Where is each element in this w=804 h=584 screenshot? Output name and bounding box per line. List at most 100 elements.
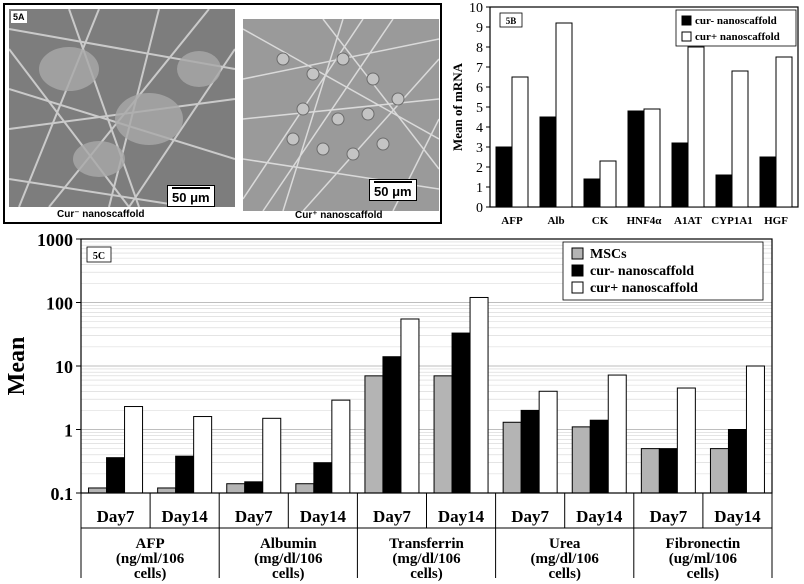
bar-cur-minus xyxy=(106,457,126,494)
bar-mscs xyxy=(571,426,591,494)
bar-cur-plus xyxy=(331,399,351,494)
bar-cur-minus xyxy=(313,462,333,494)
legend-swatch xyxy=(571,247,584,260)
panel-label: 5B xyxy=(506,16,517,26)
panel-label: 5C xyxy=(93,251,105,262)
sem-image-cur-minus: 5A 50 μm xyxy=(9,9,235,207)
scale-bar-left-text: 50 μm xyxy=(172,190,210,205)
panel-label-box xyxy=(499,12,523,28)
bar-mscs xyxy=(709,448,729,494)
bar-cur-minus xyxy=(583,178,601,208)
bar-mscs xyxy=(157,487,177,494)
legend-swatch xyxy=(571,264,584,277)
panel-5a-label: 5A xyxy=(11,11,27,23)
bar-mscs xyxy=(640,448,660,494)
bar-cur-plus xyxy=(511,76,529,208)
fiber-texture-left xyxy=(9,9,235,207)
x-tick-label: Day7 xyxy=(97,507,135,526)
y-tick-label: 100 xyxy=(46,294,73,314)
scale-bar-right-text: 50 μm xyxy=(374,184,412,199)
y-tick-label: 6 xyxy=(476,81,483,96)
bar-cur-plus xyxy=(643,108,661,208)
legend-swatch xyxy=(681,15,692,26)
y-tick-label: 1 xyxy=(64,421,73,441)
group-label: cells) xyxy=(548,566,580,582)
legend-box xyxy=(562,241,764,301)
caption-cur-minus: Cur⁻ nanoscaffold xyxy=(57,209,145,220)
x-tick-label: Day14 xyxy=(576,507,623,526)
legend-label: cur- nanoscaffold xyxy=(590,264,694,279)
bar-cur-minus xyxy=(715,174,733,208)
bar-cur-plus xyxy=(400,318,420,494)
bar-cur-minus xyxy=(495,146,513,208)
x-tick-label: HNF4α xyxy=(627,215,663,227)
y-tick-label: 10 xyxy=(55,357,73,377)
bar-cur-plus xyxy=(555,22,573,208)
panel-5a: 5A 50 μm 50 μm Cur⁻ nanoscaffold Cu xyxy=(3,3,442,224)
chart-5c: 0.1 1 10 100 1000 Day7 Day14 Day7 Day14 Day7 Day14… xyxy=(4,230,773,582)
x-tick-label: CYP1A1 xyxy=(711,215,753,227)
bar-mscs xyxy=(226,483,246,494)
group-label: cells) xyxy=(272,566,304,582)
chart-5b: 0 1 2 3 4 5 6 7 8 9 10 AFP Alb CK HNF4α A1AT CYP1A1 HGF Me… xyxy=(450,1,799,227)
bar-cur-minus xyxy=(589,419,609,494)
bar-mscs xyxy=(88,487,108,494)
bar-cur-minus xyxy=(759,156,777,208)
x-tick-label: Day14 xyxy=(300,507,347,526)
bar-cur-plus xyxy=(193,416,213,494)
group-label: AFP xyxy=(136,536,165,552)
y-tick-label: 0.1 xyxy=(51,484,74,504)
y-axis-label: Mean xyxy=(4,337,30,396)
group-label: (ug/ml/106 xyxy=(669,551,738,567)
bar-cur-plus xyxy=(745,365,765,494)
bar-cur-minus xyxy=(244,481,264,494)
bar-cur-plus xyxy=(687,46,705,208)
bar-cur-plus xyxy=(124,406,144,494)
panel-label-box xyxy=(86,246,112,263)
y-tick-label: 2 xyxy=(476,161,483,176)
bar-cur-minus xyxy=(671,142,689,208)
legend-swatch xyxy=(681,31,692,42)
fiber-texture-right xyxy=(243,19,439,211)
x-tick-label: A1AT xyxy=(674,215,703,227)
bar-cur-minus xyxy=(658,448,678,494)
y-tick-label: 3 xyxy=(476,141,483,156)
group-label: cells) xyxy=(134,566,166,582)
bar-cur-plus xyxy=(731,70,749,208)
y-tick-label: 4 xyxy=(476,121,483,136)
bar-cur-plus xyxy=(676,387,696,494)
caption-cur-plus: Cur⁺ nanoscaffold xyxy=(295,210,383,221)
legend-label: cur+ nanoscaffold xyxy=(590,281,698,296)
bar-cur-minus xyxy=(175,455,195,494)
y-tick-label: 7 xyxy=(476,61,483,76)
y-axis-label: Mean of mRNA xyxy=(450,62,465,151)
x-tick-label: Day14 xyxy=(438,507,485,526)
legend-label: cur+ nanoscaffold xyxy=(695,31,780,43)
x-tick-label: AFP xyxy=(501,215,523,227)
y-tick-label: 1 xyxy=(476,181,483,196)
bar-cur-minus xyxy=(727,429,747,494)
group-label: Transferrin xyxy=(389,536,464,552)
x-tick-label: Alb xyxy=(547,215,564,227)
group-label: (ng/ml/106 xyxy=(116,551,185,567)
bar-mscs xyxy=(502,421,522,494)
bar-cur-plus xyxy=(469,296,489,494)
bar-cur-minus xyxy=(539,116,557,208)
y-tick-label: 8 xyxy=(476,41,483,56)
x-tick-label: Day14 xyxy=(162,507,209,526)
bar-cur-plus xyxy=(607,374,627,494)
x-tick-label: Day7 xyxy=(649,507,687,526)
scale-bar-left: 50 μm xyxy=(167,185,215,207)
x-tick-label: Day7 xyxy=(373,507,411,526)
group-label: cells) xyxy=(687,566,719,582)
legend-swatch xyxy=(571,281,584,294)
scale-bar-right: 50 μm xyxy=(369,179,417,201)
legend-label: cur- nanoscaffold xyxy=(695,15,777,27)
y-tick-label: 5 xyxy=(476,101,483,116)
bar-cur-minus xyxy=(627,110,645,208)
group-label: Urea xyxy=(549,536,581,552)
sem-image-cur-plus: 50 μm xyxy=(243,19,439,211)
group-label: Albumin xyxy=(260,536,317,552)
y-tick-label: 0 xyxy=(476,201,483,216)
bar-mscs xyxy=(364,375,384,494)
